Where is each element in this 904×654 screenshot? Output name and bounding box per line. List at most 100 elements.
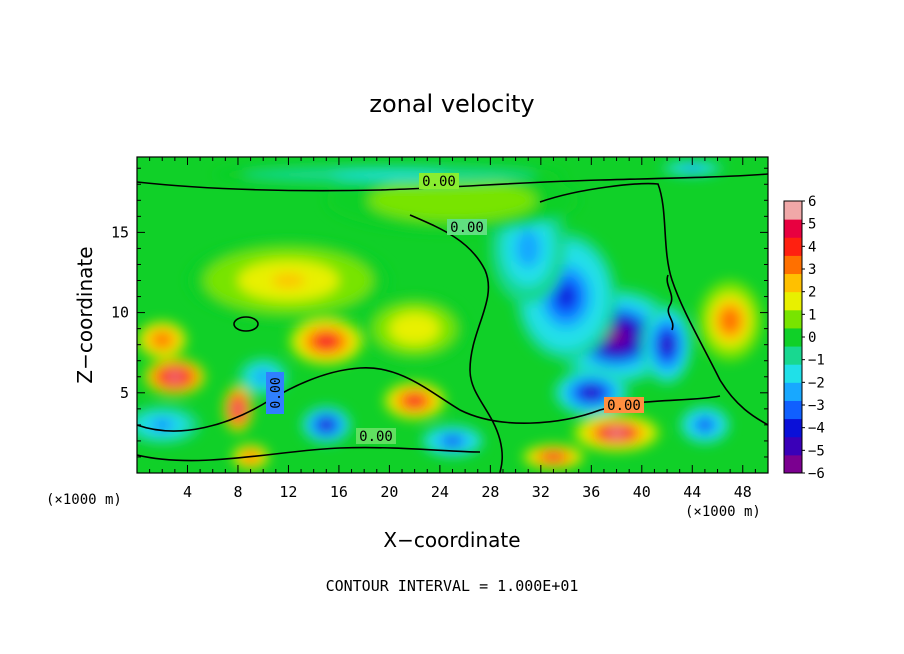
colorbar-tick-label: −4	[808, 421, 825, 437]
zero-contour-loop	[233, 316, 259, 332]
colorbar-tick-label: −3	[808, 398, 825, 414]
x-tick-label: 12	[279, 483, 297, 501]
colorbar-tick-label: 0	[808, 330, 816, 346]
colorbar-tick-label: 3	[808, 262, 816, 278]
velocity-level	[406, 323, 424, 334]
colorbar-segment	[784, 219, 802, 238]
velocity-level	[447, 438, 458, 444]
colorbar-segment	[784, 291, 802, 311]
contour-labels: 0.00 0.00 0.00 0.00 0.00	[266, 173, 644, 445]
velocity-blob	[212, 165, 567, 185]
velocity-level	[359, 173, 419, 177]
x-axis-label: X−coordinate	[383, 528, 520, 552]
plot-area	[137, 157, 768, 473]
velocity-level	[724, 313, 736, 328]
velocity-level	[700, 421, 710, 429]
velocity-level	[258, 373, 268, 380]
velocity-level	[521, 239, 535, 258]
velocity-blob	[641, 304, 693, 385]
colorbar-segment	[784, 454, 802, 474]
y-tick-label: 10	[111, 304, 129, 322]
y-tick-label: 15	[111, 223, 129, 241]
velocity-level	[431, 194, 474, 206]
colorbar-tick-label: 2	[808, 285, 816, 301]
velocity-blob	[137, 405, 201, 445]
colorbar: 6 5 4 3 2 1 0 −1 −2 −3 −4 −5 −6	[783, 194, 825, 482]
zero-contour-top	[137, 173, 768, 192]
contour-interval-footer: CONTOUR INTERVAL = 1.000E+01	[326, 577, 579, 595]
contour-label-text: 0.00	[422, 174, 456, 190]
colorbar-segment	[784, 309, 802, 329]
colorbar-segment	[784, 255, 802, 275]
y-tick-label: 5	[120, 384, 129, 402]
contour-label-text: 0.00	[269, 377, 284, 408]
colorbar-tick-label: 1	[808, 307, 816, 323]
velocity-blob	[521, 444, 586, 470]
velocity-blob	[660, 160, 724, 177]
contour-label-1: 0.00	[419, 173, 459, 190]
velocity-blob	[420, 424, 485, 457]
contour-label-text: 0.00	[359, 429, 393, 445]
velocity-level	[606, 328, 628, 345]
velocity-level	[319, 337, 333, 346]
velocity-blob	[137, 320, 188, 360]
y-axis: 5 10 15	[111, 167, 768, 458]
colorbar-tick-label: −2	[808, 375, 825, 391]
velocity-level	[557, 285, 575, 308]
velocity-level	[235, 404, 241, 413]
velocity-level	[609, 429, 624, 437]
velocity-blob	[383, 381, 447, 421]
velocity-level	[271, 273, 306, 288]
zero-contour-stem	[666, 274, 674, 331]
contour-label-text: 0.00	[607, 398, 641, 414]
colorbar-segment	[784, 382, 802, 401]
velocity-blob	[143, 357, 207, 397]
x-unit-left: (×1000 m)	[46, 492, 122, 508]
velocity-blob	[187, 240, 390, 321]
colorbar-segment	[784, 364, 802, 383]
colorbar-tick-label: 6	[808, 194, 816, 210]
zero-contour-bottom	[137, 446, 481, 462]
contour-label-5: 0.00	[266, 372, 284, 414]
colorbar-segment	[784, 273, 802, 293]
colorbar-tick-label: −1	[808, 353, 825, 369]
contour-label-text: 0.00	[450, 220, 484, 236]
velocity-blob	[698, 280, 762, 361]
velocity-blob	[288, 317, 365, 366]
y-axis-label: Z−coordinate	[73, 246, 97, 383]
velocity-level	[687, 166, 698, 170]
contour-label-2: 0.00	[447, 219, 487, 236]
x-tick-label: 24	[431, 483, 449, 501]
colorbar-segment	[784, 237, 802, 256]
x-tick-label: 20	[380, 483, 398, 501]
zero-contour-column	[409, 214, 503, 473]
colorbar-segment	[784, 418, 802, 438]
velocity-blob	[572, 413, 661, 453]
velocity-field	[137, 160, 762, 470]
velocity-level	[169, 373, 181, 380]
chart-title: zonal velocity	[369, 90, 534, 118]
x-tick-label: 40	[633, 483, 651, 501]
colorbar-tick-label: 5	[808, 217, 816, 233]
x-tick-label: 8	[233, 483, 242, 501]
velocity-blob	[301, 405, 352, 445]
velocity-blob	[222, 384, 254, 433]
velocity-level	[585, 388, 598, 397]
velocity-level	[548, 454, 559, 460]
colorbar-tick-label: −5	[808, 443, 825, 459]
colorbar-tick-label: 4	[808, 239, 816, 255]
velocity-level	[409, 397, 420, 405]
velocity-level	[662, 337, 672, 352]
colorbar-segment	[784, 201, 802, 220]
colorbar-segment	[784, 327, 802, 347]
x-tick-label: 48	[734, 483, 752, 501]
velocity-blob	[364, 296, 466, 361]
colorbar-segment	[784, 400, 802, 420]
zero-contour-right	[539, 182, 768, 426]
x-tick-label: 4	[183, 483, 192, 501]
x-tick-label: 16	[330, 483, 348, 501]
velocity-level	[158, 336, 167, 344]
contour-label-3: 0.00	[356, 428, 396, 445]
colorbar-segment	[784, 346, 802, 365]
